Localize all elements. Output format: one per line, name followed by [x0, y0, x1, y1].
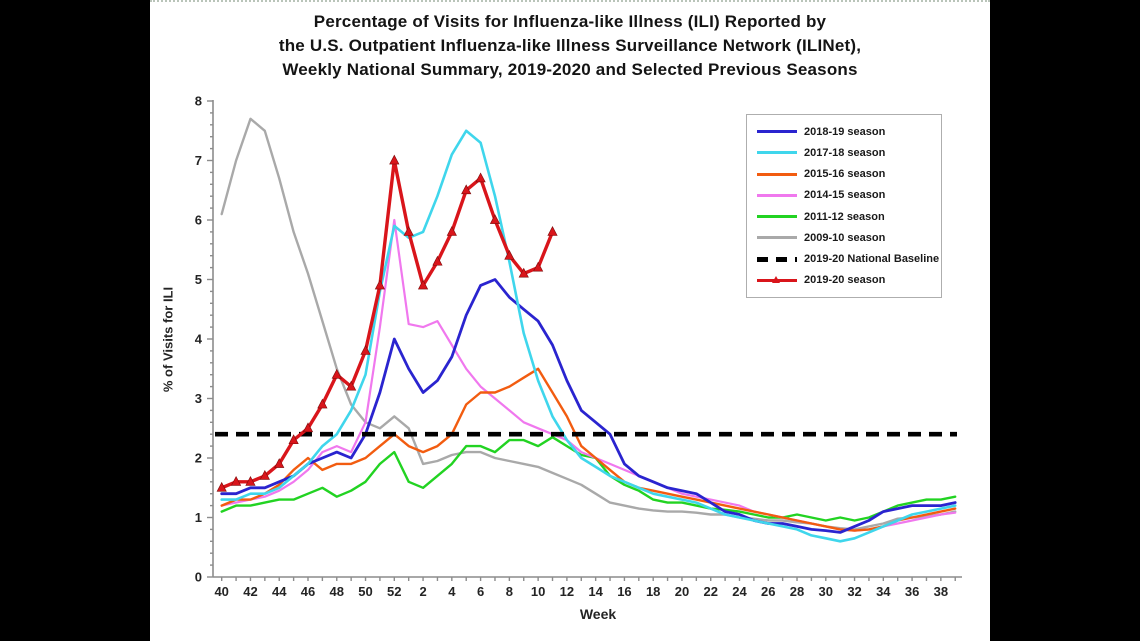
y-tick-label: 2: [195, 451, 202, 466]
data-point-marker: [475, 172, 486, 183]
legend-row-2019-20-season: 2019-20 season: [757, 273, 941, 288]
data-point-marker: [230, 475, 242, 486]
legend-line-swatch: [757, 151, 797, 155]
x-tick-label: 46: [301, 584, 315, 599]
y-tick-label: 7: [195, 153, 202, 168]
chart-title-line-3: Weekly National Summary, 2019-2020 and S…: [282, 60, 858, 79]
legend-label: 2018-19 season: [804, 125, 886, 138]
legend-row-2009-10-season: 2009-10 season: [757, 230, 941, 245]
x-tick-label: 4: [448, 584, 456, 599]
x-tick-label: 10: [531, 584, 545, 599]
x-tick-label: 20: [675, 584, 689, 599]
chart-title: Percentage of Visits for Influenza-like …: [150, 10, 990, 82]
data-point-marker: [245, 475, 256, 486]
data-point-marker: [518, 267, 529, 278]
data-point-marker: [360, 345, 371, 355]
x-tick-label: 32: [847, 584, 861, 599]
data-point-marker: [403, 226, 414, 236]
legend-line-swatch: [757, 236, 797, 240]
series-line-2011-12-season: [220, 436, 957, 522]
chart-title-line-1: Percentage of Visits for Influenza-like …: [313, 12, 827, 31]
legend-line-swatch: [757, 215, 797, 219]
x-tick-label: 18: [646, 584, 660, 599]
legend-line-swatch: [757, 172, 797, 176]
legend-row-2017-18-season: 2017-18 season: [757, 145, 941, 160]
x-tick-label: 50: [358, 584, 372, 599]
y-axis-label: % of Visits for ILI: [160, 286, 176, 393]
chart-canvas: Percentage of Visits for Influenza-like …: [150, 0, 990, 641]
legend-dashed-line-swatch: [757, 256, 797, 262]
data-point-marker: [504, 249, 515, 260]
chart-title-line-2: the U.S. Outpatient Influenza-like Illne…: [278, 36, 862, 55]
series-line-2017-18-season: [220, 129, 957, 543]
legend-label: 2009-10 season: [804, 231, 886, 244]
x-tick-label: 2: [419, 584, 426, 599]
legend-label: 2015-16 season: [804, 168, 886, 181]
y-tick-label: 0: [195, 570, 202, 585]
data-point-marker: [417, 279, 429, 290]
x-tick-label: 30: [819, 584, 833, 599]
legend-row-2018-19-season: 2018-19 season: [757, 124, 941, 139]
legend-row-2011-12-season: 2011-12 season: [757, 209, 941, 224]
y-tick-label: 6: [195, 213, 202, 228]
x-tick-label: 14: [588, 584, 603, 599]
legend-label: 2011-12 season: [804, 210, 885, 223]
y-tick-label: 1: [195, 510, 202, 525]
x-tick-label: 40: [214, 584, 228, 599]
data-point-marker: [461, 184, 472, 195]
y-tick-label: 8: [195, 94, 202, 109]
y-tick-label: 5: [195, 272, 202, 287]
legend-label: 2014-15 season: [804, 189, 886, 202]
x-tick-label: 6: [477, 584, 484, 599]
data-point-marker: [389, 154, 400, 165]
x-axis-label: Week: [579, 606, 617, 622]
x-tick-label: 8: [506, 584, 513, 599]
legend-line-swatch: [757, 130, 797, 134]
legend-row-2014-15-season: 2014-15 season: [757, 188, 941, 203]
data-point-marker: [274, 458, 285, 468]
data-point-marker: [317, 398, 328, 409]
y-tick-label: 4: [195, 332, 203, 347]
legend-label: 2017-18 season: [804, 146, 886, 159]
data-point-marker: [288, 434, 299, 445]
data-point-marker: [346, 380, 357, 391]
x-tick-label: 48: [330, 584, 344, 599]
x-tick-label: 34: [876, 584, 891, 599]
x-tick-label: 44: [272, 584, 287, 599]
y-tick-label: 3: [195, 391, 202, 406]
x-tick-label: 38: [934, 584, 948, 599]
data-point-marker: [547, 226, 558, 236]
data-point-marker: [533, 261, 544, 272]
x-tick-label: 28: [790, 584, 804, 599]
series-line-2015-16-season: [220, 367, 957, 532]
legend-line-swatch: [757, 193, 797, 197]
legend-line-swatch: [757, 275, 797, 283]
data-point-marker: [259, 470, 270, 480]
data-point-marker: [446, 226, 457, 236]
x-tick-label: 42: [243, 584, 257, 599]
legend-label: 2019-20 National Baseline: [804, 253, 940, 266]
series-line-2018-19-season: [220, 278, 957, 534]
data-point-marker: [331, 368, 342, 379]
data-point-marker: [302, 422, 314, 433]
x-tick-label: 22: [703, 584, 717, 599]
legend-triangle-marker-icon: [772, 275, 780, 283]
legend-label: 2019-20 season: [804, 274, 886, 287]
data-point-marker: [432, 255, 443, 266]
legend-box: 2018-19 season 2017-18 season 2015-16 seas…: [746, 114, 942, 298]
data-point-marker: [374, 279, 386, 290]
legend-row-2015-16-season: 2015-16 season: [757, 167, 941, 182]
legend-row-2019-20-national-baseline: 2019-20 National Baseline: [757, 252, 941, 267]
data-point-marker: [216, 481, 227, 492]
x-tick-label: 24: [732, 584, 747, 599]
x-tick-label: 12: [560, 584, 574, 599]
data-point-marker: [489, 214, 501, 224]
x-tick-label: 52: [387, 584, 401, 599]
x-tick-label: 16: [617, 584, 631, 599]
x-tick-label: 26: [761, 584, 775, 599]
x-tick-label: 36: [905, 584, 919, 599]
